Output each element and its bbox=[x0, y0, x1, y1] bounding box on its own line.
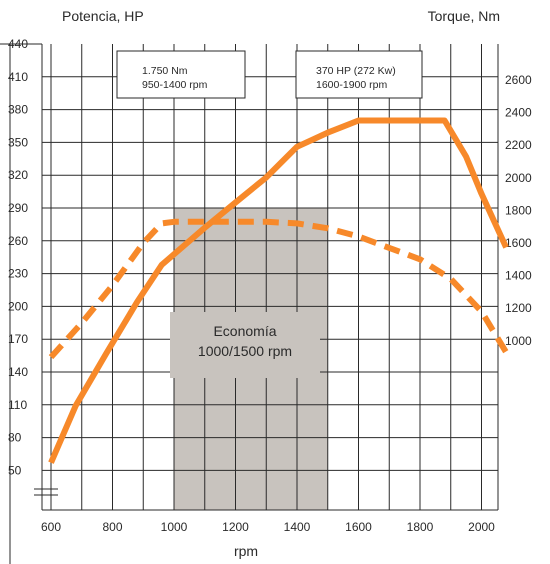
left-tick-label-290: 290 bbox=[8, 201, 28, 215]
left-tick-label-140: 140 bbox=[8, 365, 28, 379]
right-tick-label-1400: 1400 bbox=[505, 269, 532, 283]
right-axis-ticks: 1000 1200 1400 1600 1800 2000 2200 2400 2600 bbox=[505, 73, 532, 348]
torque-annotation: 1.750 Nm 950-1400 rpm bbox=[116, 50, 246, 99]
right-tick-label-2400: 2400 bbox=[505, 106, 532, 120]
x-tick-label-1200: 1200 bbox=[222, 520, 249, 534]
economy-label-backdrop bbox=[170, 312, 320, 378]
left-tick-label-200: 200 bbox=[8, 299, 28, 313]
power-annotation: 370 HP (272 Kw) 1600-1900 rpm bbox=[295, 50, 423, 99]
left-tick-label-170: 170 bbox=[8, 332, 28, 346]
power-curve-solid bbox=[48, 117, 509, 464]
right-tick-label-1000: 1000 bbox=[505, 334, 532, 348]
power-annotation-line2: 1600-1900 rpm bbox=[316, 79, 387, 91]
left-tick-label-320: 320 bbox=[8, 168, 28, 182]
left-tick-label-80: 80 bbox=[8, 431, 22, 445]
economy-label: Economía 1000/1500 rpm bbox=[170, 312, 320, 378]
right-tick-label-2000: 2000 bbox=[505, 171, 532, 185]
power-annotation-box bbox=[295, 50, 423, 99]
right-tick-label-2200: 2200 bbox=[505, 138, 532, 152]
x-tick-label-600: 600 bbox=[41, 520, 61, 534]
right-tick-label-2600: 2600 bbox=[505, 73, 532, 87]
left-tick-label-350: 350 bbox=[8, 135, 28, 149]
x-tick-label-1000: 1000 bbox=[161, 520, 188, 534]
x-tick-label-1400: 1400 bbox=[284, 520, 311, 534]
left-axis-title: Potencia, HP bbox=[62, 8, 144, 24]
left-tick-label-410: 410 bbox=[8, 70, 28, 84]
curves bbox=[48, 117, 509, 464]
left-tick-label-50: 50 bbox=[8, 463, 22, 477]
left-tick-label-260: 260 bbox=[8, 234, 28, 248]
economy-label-line1: Economía bbox=[213, 323, 276, 339]
torque-annotation-box bbox=[116, 50, 246, 99]
economy-label-line2: 1000/1500 rpm bbox=[198, 343, 292, 359]
x-tick-label-1800: 1800 bbox=[407, 520, 434, 534]
x-axis-ticks: 600 800 1000 1200 1400 1600 1800 2000 bbox=[41, 520, 495, 534]
torque-annotation-line1: 1.750 Nm bbox=[142, 65, 188, 77]
x-tick-label-1600: 1600 bbox=[345, 520, 372, 534]
left-tick-label-230: 230 bbox=[8, 267, 28, 281]
left-tick-label-380: 380 bbox=[8, 103, 28, 117]
right-axis-title: Torque, Nm bbox=[428, 8, 500, 24]
x-axis-title: rpm bbox=[234, 543, 258, 559]
power-annotation-line1: 370 HP (272 Kw) bbox=[316, 65, 396, 77]
right-tick-label-1600: 1600 bbox=[505, 236, 532, 250]
x-tick-label-2000: 2000 bbox=[468, 520, 495, 534]
right-tick-label-1800: 1800 bbox=[505, 203, 532, 217]
torque-annotation-line2: 950-1400 rpm bbox=[142, 79, 208, 91]
right-tick-label-1200: 1200 bbox=[505, 301, 532, 315]
x-tick-label-800: 800 bbox=[102, 520, 122, 534]
torque-curve-dashed bbox=[48, 218, 509, 360]
left-tick-label-110: 110 bbox=[8, 398, 27, 412]
